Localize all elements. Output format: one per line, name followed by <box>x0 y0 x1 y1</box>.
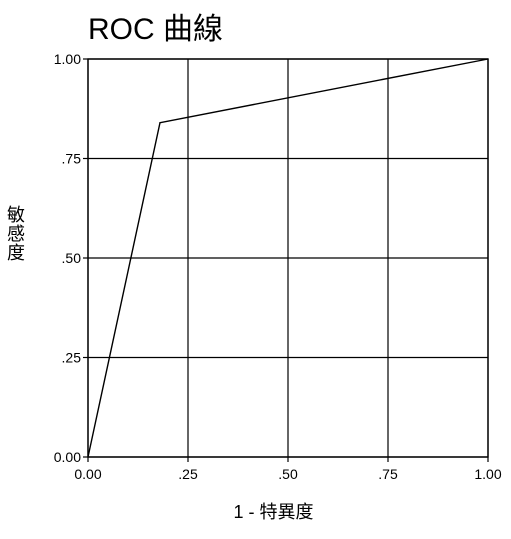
x-axis-label: 1 - 特異度 <box>233 502 314 522</box>
roc-curve-point-0 <box>87 456 89 458</box>
roc-curve-point-1 <box>159 122 161 124</box>
x-tick-label-2: .50 <box>278 466 298 482</box>
y-tick-label-0: 0.00 <box>54 449 81 465</box>
chart-title: ROC 曲線 <box>88 13 223 46</box>
y-tick-label-3: .75 <box>62 151 82 167</box>
y-axis-label: 敏感度 <box>5 205 25 262</box>
y-tick-label-1: .25 <box>62 350 82 366</box>
x-tick-label-0: 0.00 <box>74 466 101 482</box>
y-tick-label-4: 1.00 <box>54 51 81 67</box>
x-tick-label-4: 1.00 <box>474 466 501 482</box>
x-tick-label-1: .25 <box>178 466 198 482</box>
y-tick-label-2: .50 <box>62 250 82 266</box>
x-tick-label-3: .75 <box>378 466 398 482</box>
roc-curve-point-2 <box>487 58 489 60</box>
